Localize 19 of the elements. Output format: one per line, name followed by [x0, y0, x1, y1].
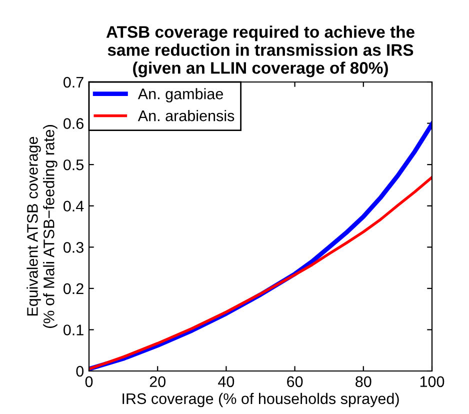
chart-title: ATSB coverage required to achieve the same reduction in transmission as IRS (given an LLIN coverage of 80%): [106, 26, 414, 78]
y-tick-label: 0.4: [64, 200, 84, 212]
y-tick-label: 0: [76, 366, 84, 377]
x-tick-label: 80: [356, 376, 372, 388]
y-tick-label: 0.2: [64, 283, 84, 294]
legend-label: An. gambiae: [138, 88, 223, 102]
x-axis-title: IRS coverage (% of households sprayed): [122, 392, 399, 408]
y-tick-label: 0.6: [64, 118, 84, 129]
x-tick-label: 0: [85, 376, 93, 388]
x-tick-label: 20: [150, 376, 166, 388]
x-tick-label: 100: [420, 376, 444, 388]
legend-label: An. arabiensis: [138, 110, 234, 122]
y-tick-label: 0.7: [64, 76, 84, 88]
y-axis-title: Equivalent ATSB coverage (% of Mali ATSB−feeding rate): [26, 125, 58, 328]
y-tick-label: 0.5: [64, 159, 84, 170]
y-tick-label: 0.1: [64, 324, 84, 336]
y-tick-label: 0.3: [64, 242, 84, 253]
x-tick-label: 40: [218, 376, 234, 388]
x-tick-label: 60: [287, 376, 303, 388]
